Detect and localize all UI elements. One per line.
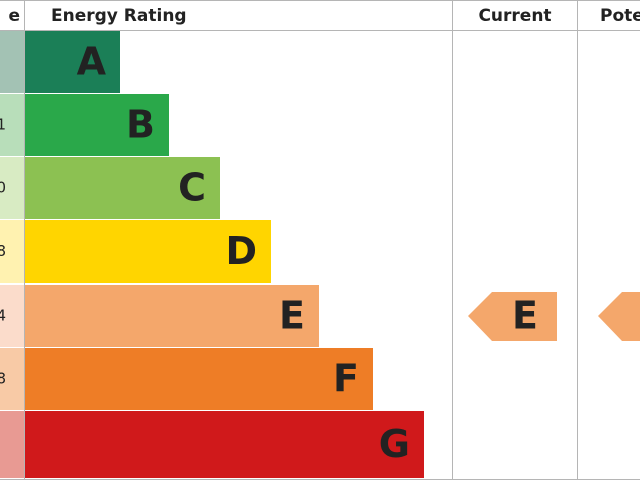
rating-bar — [25, 220, 271, 283]
score-label: 8 — [0, 242, 6, 260]
rating-letter: B — [126, 103, 155, 147]
rating-bar — [25, 411, 424, 478]
rating-header: Energy Rating — [51, 6, 187, 26]
score-label: 1 — [0, 116, 6, 134]
rating-letter: G — [379, 422, 410, 466]
rating-bar — [25, 285, 319, 347]
score-cell — [0, 157, 24, 219]
score-label: 4 — [0, 307, 6, 325]
current-letter: E — [512, 294, 538, 338]
score-cell — [0, 411, 24, 478]
rating-bar — [25, 94, 169, 156]
score-label: 0 — [0, 179, 6, 197]
rating-letter: E — [279, 294, 305, 338]
score-cell — [0, 31, 24, 93]
potential-arrow — [598, 292, 640, 341]
current-arrow — [468, 292, 557, 341]
score-cell — [0, 94, 24, 156]
score-label: 8 — [0, 370, 6, 388]
rating-letter: D — [225, 229, 257, 273]
rating-bar — [25, 31, 120, 93]
score-header: e — [8, 6, 20, 26]
rating-bar — [25, 157, 220, 219]
score-cell — [0, 220, 24, 283]
rating-bar — [25, 348, 373, 410]
potential-header: Pote — [600, 6, 640, 26]
current-header: Current — [478, 6, 551, 26]
score-cell — [0, 285, 24, 347]
score-cell — [0, 348, 24, 410]
rating-letter: F — [333, 357, 359, 401]
rating-letter: C — [178, 166, 206, 210]
rating-letter: A — [77, 40, 107, 84]
